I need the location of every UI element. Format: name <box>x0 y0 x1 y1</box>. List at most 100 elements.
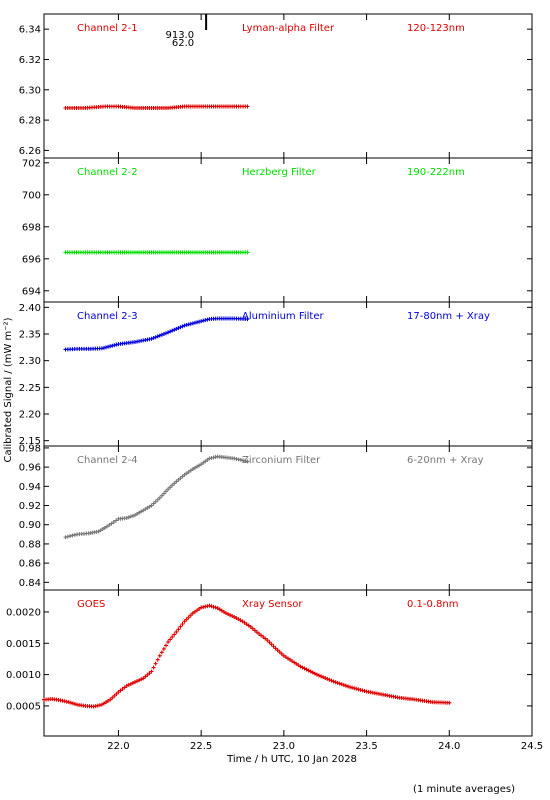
data-point <box>145 505 150 510</box>
data-point <box>271 644 276 649</box>
y-tick-label: 0.94 <box>19 482 41 493</box>
y-tick-label: 0.88 <box>19 539 41 550</box>
data-point <box>345 684 350 689</box>
data-point <box>157 333 162 338</box>
data-point <box>153 335 158 340</box>
data-point <box>178 325 183 330</box>
data-point <box>106 698 111 703</box>
panel-5: 0.0020 0.0015 0.0010 0.0005 GOES Xray Sensor 0… <box>6 589 543 752</box>
data-point <box>174 629 179 634</box>
x-tick-label: 23.0 <box>273 741 295 752</box>
data-point <box>244 622 249 627</box>
data-point <box>126 515 131 520</box>
data-point <box>166 330 171 335</box>
data-point <box>130 513 135 518</box>
data-point <box>265 638 270 643</box>
panel-frame <box>43 301 533 447</box>
data-series-5 <box>42 603 452 709</box>
y-tick-label: 0.86 <box>19 559 41 570</box>
data-point <box>188 613 193 618</box>
data-point <box>104 700 109 705</box>
data-point <box>319 674 324 679</box>
y-tick-label: 0.90 <box>19 520 41 531</box>
data-point <box>108 697 113 702</box>
data-point <box>188 468 193 473</box>
data-point <box>147 504 152 509</box>
data-point <box>230 614 235 619</box>
data-point <box>300 665 305 670</box>
panel-band-label: 0.1-0.8nm <box>407 599 459 610</box>
data-point <box>116 690 121 695</box>
data-point <box>126 682 131 687</box>
panel-channel-label: Channel 2-3 <box>77 311 138 322</box>
data-point <box>217 607 222 612</box>
data-point <box>298 664 303 669</box>
data-point <box>178 476 183 481</box>
data-point <box>261 634 266 639</box>
data-point <box>339 682 344 687</box>
data-point <box>164 489 168 494</box>
y-tick-label: 702 <box>22 158 41 169</box>
data-series-4 <box>63 454 250 540</box>
panels-layer: 6.34 6.32 6.30 6.28 6.26 Channel 2-1 Lyman-alp… <box>6 13 543 752</box>
panel-channel-label: GOES <box>77 599 105 610</box>
marker-label: 62.0 <box>172 38 194 49</box>
y-tick-label: 0.92 <box>19 501 41 512</box>
data-point <box>321 675 326 680</box>
panel-filter-label: Zirconium Filter <box>242 455 321 466</box>
data-point <box>111 520 116 525</box>
data-point <box>223 611 228 616</box>
data-point <box>245 250 250 255</box>
data-point <box>151 336 156 340</box>
data-point <box>199 462 204 467</box>
data-point <box>159 332 164 337</box>
data-point <box>195 464 200 469</box>
data-point <box>128 681 133 686</box>
data-point <box>164 331 168 336</box>
data-point <box>174 326 179 331</box>
data-point <box>192 465 197 470</box>
panel-band-label: 190-222nm <box>407 167 465 178</box>
y-tick-label: 6.34 <box>19 25 41 36</box>
y-tick-label: 698 <box>22 222 41 233</box>
x-axis-title: Time / h UTC, 10 Jan 2028 <box>226 754 357 765</box>
data-point <box>166 640 171 645</box>
data-point <box>327 677 332 682</box>
data-point <box>155 334 160 339</box>
data-point <box>149 336 154 341</box>
panel-band-label: 120-123nm <box>407 23 465 34</box>
data-point <box>317 673 322 678</box>
data-point <box>172 327 177 332</box>
data-point <box>137 678 142 683</box>
data-point <box>161 646 166 651</box>
data-point <box>176 477 181 482</box>
data-point <box>180 324 185 329</box>
data-point <box>341 683 346 688</box>
data-point <box>168 329 173 334</box>
data-point <box>130 681 135 686</box>
panel-filter-label: Aluminium Filter <box>242 311 325 322</box>
data-point <box>286 656 290 661</box>
data-point <box>238 618 243 623</box>
panel-frame <box>43 13 533 159</box>
data-point <box>296 663 301 668</box>
data-point <box>137 510 142 515</box>
data-point <box>124 516 129 520</box>
data-point <box>170 328 175 333</box>
data-point <box>101 701 106 706</box>
y-tick-label: 2.35 <box>19 330 41 341</box>
data-point <box>122 685 127 690</box>
data-point <box>70 533 75 538</box>
data-point <box>174 479 179 484</box>
data-point <box>245 317 250 322</box>
y-tick-label: 0.98 <box>19 443 41 454</box>
data-point <box>143 507 148 512</box>
panel-channel-label: Channel 2-1 <box>77 23 138 34</box>
data-point <box>254 630 259 635</box>
data-point <box>68 534 73 539</box>
data-point <box>197 606 202 611</box>
data-point <box>141 676 146 681</box>
marker-label: 913.0 <box>165 30 194 41</box>
data-point <box>184 471 189 476</box>
data-point <box>250 626 255 631</box>
